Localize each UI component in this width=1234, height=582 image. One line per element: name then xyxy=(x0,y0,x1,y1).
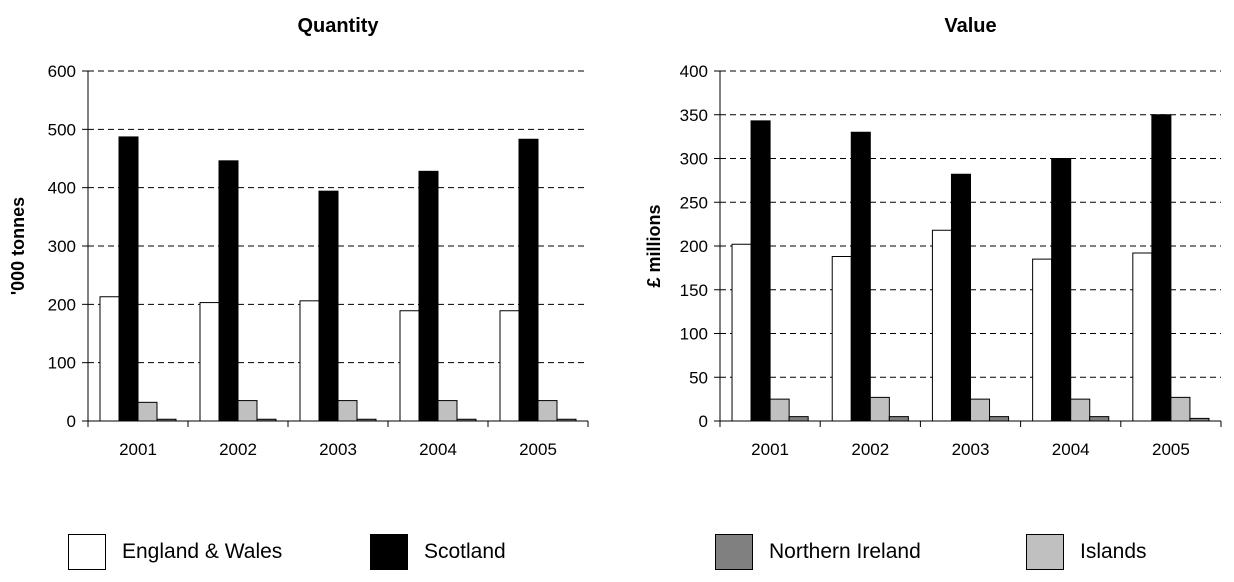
legend-item-scotland: Scotland xyxy=(370,532,506,572)
x-tick-label: 2004 xyxy=(419,440,457,459)
y-axis-label: £ millions xyxy=(644,204,664,287)
x-tick-label: 2002 xyxy=(851,440,889,459)
legend-swatch-northern-ireland xyxy=(715,534,753,570)
bar-scotland-2002 xyxy=(218,160,239,422)
x-tick-label: 2004 xyxy=(1052,440,1090,459)
legend-swatch-islands xyxy=(1026,534,1064,570)
bar-england-wales-2003 xyxy=(299,300,320,422)
bar-northern-ireland-2005 xyxy=(556,418,577,422)
chart-quantity: 0 100 200 300 400 500 600 2001 2002 2003 2004 2005 Q… xyxy=(8,15,589,459)
y-tick-label: 150 xyxy=(680,281,708,300)
bar-england-wales-2002 xyxy=(831,256,852,422)
y-tick-label: 100 xyxy=(680,325,708,344)
y-tick-label: 400 xyxy=(48,179,76,198)
y-tick-label: 500 xyxy=(48,120,76,139)
bar-northern-ireland-2004 xyxy=(456,418,477,422)
legend-label-islands: Islands xyxy=(1080,540,1147,563)
y-tick-label: 0 xyxy=(699,412,708,431)
bar-islands-2005 xyxy=(1170,396,1191,422)
bar-scotland-2003 xyxy=(950,173,971,422)
bar-scotland-2005 xyxy=(518,138,539,422)
chart-title: Quantity xyxy=(297,15,379,37)
bar-islands-2004 xyxy=(1070,398,1091,422)
y-tick-label: 300 xyxy=(48,237,76,256)
legend-label-northern-ireland: Northern Ireland xyxy=(769,540,921,563)
bar-england-wales-2005 xyxy=(1132,252,1153,422)
bar-islands-2005 xyxy=(537,400,558,422)
bar-islands-2003 xyxy=(970,398,991,422)
bar-islands-2002 xyxy=(869,396,890,422)
y-tick-label: 250 xyxy=(680,193,708,212)
x-tick-label: 2003 xyxy=(319,440,357,459)
x-tick-label: 2002 xyxy=(219,440,257,459)
x-tick-label: 2005 xyxy=(519,440,557,459)
bar-islands-2004 xyxy=(437,400,458,422)
bar-islands-2002 xyxy=(237,400,258,422)
legend-item-northern-ireland: Northern Ireland xyxy=(715,532,921,572)
x-tick-label: 2005 xyxy=(1152,440,1190,459)
y-tick-label: 600 xyxy=(48,62,76,81)
bar-scotland-2005 xyxy=(1151,114,1172,422)
y-tick-label: 50 xyxy=(689,368,708,387)
legend-item-england-wales: England & Wales xyxy=(68,532,282,572)
legend-item-islands: Islands xyxy=(1026,532,1147,572)
y-tick-label: 350 xyxy=(680,106,708,125)
bar-england-wales-2003 xyxy=(931,229,952,422)
bar-england-wales-2001 xyxy=(731,243,752,422)
bar-england-wales-2004 xyxy=(399,310,420,422)
bar-islands-2001 xyxy=(769,398,790,422)
y-tick-label: 200 xyxy=(48,295,76,314)
bar-england-wales-2002 xyxy=(199,302,220,422)
legend-label-england-wales: England & Wales xyxy=(122,540,283,563)
bar-northern-ireland-2005 xyxy=(1189,417,1210,422)
bar-scotland-2003 xyxy=(318,190,339,422)
x-tick-label: 2001 xyxy=(119,440,157,459)
bar-northern-ireland-2004 xyxy=(1089,416,1110,422)
legend-swatch-england-wales xyxy=(68,534,106,570)
y-axis-label: '000 tonnes xyxy=(8,197,28,295)
bar-scotland-2001 xyxy=(118,136,139,422)
legend-label-scotland: Scotland xyxy=(424,540,506,563)
bar-england-wales-2001 xyxy=(99,296,120,422)
y-tick-label: 400 xyxy=(680,62,708,81)
bar-northern-ireland-2002 xyxy=(888,416,909,422)
chart-title: Value xyxy=(944,15,996,37)
y-tick-label: 100 xyxy=(48,354,76,373)
bar-england-wales-2005 xyxy=(499,310,520,422)
bar-islands-2001 xyxy=(137,401,158,422)
bar-england-wales-2004 xyxy=(1032,258,1053,422)
y-tick-label: 200 xyxy=(680,237,708,256)
bar-northern-ireland-2002 xyxy=(256,418,277,422)
bar-northern-ireland-2003 xyxy=(356,418,377,422)
bar-northern-ireland-2003 xyxy=(989,416,1010,422)
chart-value: 0 50 100 150 200 250 300 350 400 2001 2002 2003 2004… xyxy=(644,15,1222,459)
y-tick-label: 300 xyxy=(680,150,708,169)
x-tick-label: 2003 xyxy=(952,440,990,459)
legend-swatch-scotland xyxy=(370,534,408,570)
bar-scotland-2004 xyxy=(1051,158,1072,422)
bar-northern-ireland-2001 xyxy=(788,416,809,422)
bar-scotland-2002 xyxy=(850,131,871,422)
bar-scotland-2001 xyxy=(750,120,771,422)
bar-scotland-2004 xyxy=(418,170,439,422)
bar-northern-ireland-2001 xyxy=(156,418,177,422)
x-tick-label: 2001 xyxy=(751,440,789,459)
bar-islands-2003 xyxy=(337,400,358,422)
y-tick-label: 0 xyxy=(67,412,76,431)
legend: England & Wales Scotland Northern Irelan… xyxy=(0,534,1234,582)
